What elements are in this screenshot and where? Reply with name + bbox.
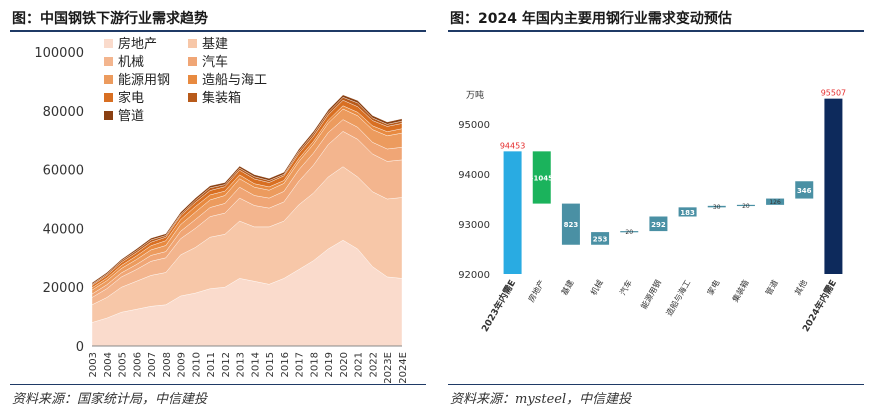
legend-swatch: [104, 93, 113, 102]
x-tick-label: 2019: [324, 352, 335, 377]
legend-swatch: [188, 39, 197, 48]
y-tick-label: 40000: [43, 222, 84, 237]
y-tick-label: 80000: [43, 105, 84, 120]
change-value-label: 253: [593, 235, 608, 243]
x-tick-label: 2023E: [383, 352, 394, 384]
x-tick-label: 2004: [103, 352, 114, 377]
x-tick-label: 2014: [250, 352, 261, 377]
change-value-label: 292: [651, 221, 666, 229]
x-category-label: 管道: [763, 278, 780, 297]
legend-swatch: [188, 93, 197, 102]
change-value-label: 346: [797, 187, 812, 195]
waterfall-bar: [824, 98, 843, 275]
legend-label: 家电: [118, 90, 144, 106]
y-tick-label: 20000: [43, 281, 84, 296]
legend-swatch: [104, 75, 113, 84]
x-tick-label: 2006: [132, 352, 143, 377]
x-category-label: 2023年内需E: [479, 278, 518, 334]
legend-swatch: [188, 75, 197, 84]
x-tick-label: 2012: [221, 352, 232, 377]
x-tick-label: 2007: [147, 352, 158, 377]
left-source-note: 资料来源：国家统计局，中信建投: [12, 392, 208, 407]
change-value-label: 20: [625, 229, 633, 236]
right-title-rule: [448, 30, 864, 32]
waterfall-bar: [766, 198, 785, 205]
y-tick-label: 100000: [34, 46, 84, 61]
x-category-label: 能源用钢: [638, 278, 663, 311]
x-tick-label: 2011: [206, 352, 217, 377]
x-tick-label: 2015: [265, 352, 276, 377]
waterfall-bar: [736, 204, 755, 207]
x-category-label: 汽车: [617, 278, 634, 297]
y-tick-label: 60000: [43, 164, 84, 179]
x-tick-label: 2021: [354, 352, 365, 377]
legend-label: 能源用钢: [118, 73, 170, 88]
total-value-label: 94453: [500, 141, 525, 150]
area-series-9: [91, 94, 403, 285]
change-value-label: 30: [713, 204, 721, 211]
legend-label: 集装箱: [202, 90, 241, 106]
change-value-label: 20: [742, 203, 750, 210]
right-chart-panel: 图：2024 年国内主要用钢行业需求变动预估 万吨 92000 93000 94000…: [438, 0, 870, 410]
x-category-label: 家电: [705, 278, 722, 297]
y-tick-label: 93000: [458, 220, 490, 231]
x-tick-label: 2020: [339, 352, 350, 377]
x-tick-label: 2005: [118, 352, 129, 377]
x-tick-label: 2024E: [398, 352, 409, 384]
left-chart-title: 图：中国钢铁下游行业需求趋势: [12, 11, 208, 27]
y-tick-label: 94000: [458, 170, 490, 181]
x-tick-label: 2016: [280, 352, 291, 377]
legend-swatch: [104, 39, 113, 48]
x-tick-label: 2013: [236, 352, 247, 377]
waterfall-chart: 万吨 92000 93000 94000 95000 94453 -1045 823 253 20…: [458, 89, 846, 334]
x-category-label: 房地产: [526, 278, 547, 304]
legend-label: 管道: [118, 109, 144, 124]
x-category-label: 造船与海工: [664, 278, 693, 318]
waterfall-bar: [678, 207, 697, 217]
left-title-rule: [10, 30, 426, 32]
legend-label: 汽车: [202, 54, 228, 70]
x-category-label: 其他: [792, 278, 809, 297]
left-source-rule: [10, 384, 426, 385]
legend-label: 机械: [118, 55, 144, 70]
x-category-label: 基建: [559, 278, 576, 297]
right-source-rule: [448, 384, 864, 385]
legend-swatch: [104, 57, 113, 66]
legend-label: 造船与海工: [202, 73, 267, 88]
x-tick-label: 2008: [162, 352, 173, 377]
legend-label: 基建: [202, 37, 228, 52]
legend-swatch: [104, 111, 113, 120]
x-tick-label: 2018: [309, 352, 320, 377]
waterfall-bar: [532, 151, 551, 204]
x-tick-label: 2009: [177, 352, 188, 377]
y-axis-unit: 万吨: [466, 89, 484, 101]
change-value-label: 126: [769, 199, 781, 206]
waterfall-bar: [591, 232, 610, 245]
legend-swatch: [188, 57, 197, 66]
y-tick-label: 92000: [458, 270, 490, 281]
x-category-label: 机械: [588, 278, 605, 297]
x-tick-label: 2010: [191, 352, 202, 377]
legend-label: 房地产: [118, 36, 157, 52]
x-tick-label: 2003: [88, 352, 99, 377]
x-tick-label: 2017: [295, 352, 306, 377]
change-value-label: 823: [564, 221, 579, 229]
waterfall-bar: [620, 231, 639, 233]
waterfall-bar: [503, 151, 522, 274]
total-value-label: 95507: [821, 89, 846, 98]
waterfall-bar: [707, 205, 726, 208]
x-tick-label: 2022: [368, 352, 379, 377]
y-tick-label: 0: [76, 340, 84, 355]
right-chart-title: 图：2024 年国内主要用钢行业需求变动预估: [450, 11, 732, 27]
waterfall-bar: [561, 203, 580, 245]
change-value-label: -1045: [531, 174, 554, 182]
y-tick-label: 95000: [458, 120, 490, 131]
right-source-note: 资料来源：mysteel，中信建投: [450, 392, 632, 407]
x-category-label: 集装箱: [730, 278, 751, 304]
waterfall-bar: [649, 216, 668, 232]
change-value-label: 183: [680, 209, 695, 217]
waterfall-bar: [795, 181, 814, 199]
left-chart-panel: 图：中国钢铁下游行业需求趋势 0 20000 40000 60000 80000 1000…: [0, 0, 432, 410]
